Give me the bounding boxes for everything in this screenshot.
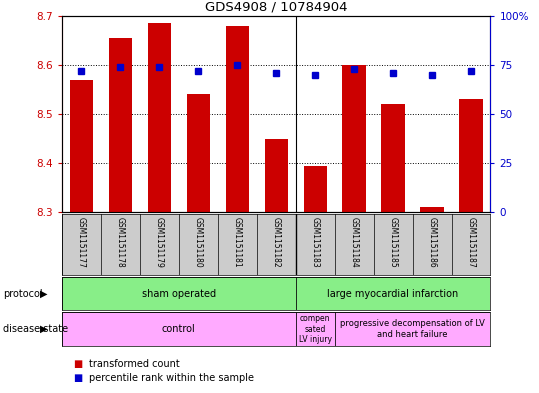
Text: ▶: ▶ xyxy=(40,289,48,299)
Bar xyxy=(62,277,296,310)
Text: GSM1151185: GSM1151185 xyxy=(389,217,398,268)
Bar xyxy=(296,277,490,310)
Bar xyxy=(459,99,483,212)
Bar xyxy=(296,312,335,346)
Text: large myocardial infarction: large myocardial infarction xyxy=(328,289,459,299)
Text: GSM1151183: GSM1151183 xyxy=(310,217,320,268)
Bar xyxy=(70,79,93,212)
Bar xyxy=(62,312,296,346)
Text: GSM1151187: GSM1151187 xyxy=(467,217,475,268)
Text: protocol: protocol xyxy=(3,289,43,299)
Text: GSM1151178: GSM1151178 xyxy=(116,217,125,268)
Text: GSM1151181: GSM1151181 xyxy=(233,217,242,268)
Text: GSM1151182: GSM1151182 xyxy=(272,217,281,268)
Bar xyxy=(335,312,490,346)
Text: sham operated: sham operated xyxy=(142,289,216,299)
Title: GDS4908 / 10784904: GDS4908 / 10784904 xyxy=(205,0,348,13)
Text: GSM1151180: GSM1151180 xyxy=(194,217,203,268)
Bar xyxy=(265,139,288,212)
Text: disease state: disease state xyxy=(3,324,68,334)
Text: GSM1151177: GSM1151177 xyxy=(77,217,86,268)
Bar xyxy=(342,65,366,212)
Text: progressive decompensation of LV
and heart failure: progressive decompensation of LV and hea… xyxy=(340,320,485,339)
Text: GSM1151184: GSM1151184 xyxy=(350,217,358,268)
Text: ▶: ▶ xyxy=(40,324,48,334)
Bar xyxy=(109,38,132,212)
Bar xyxy=(226,26,249,212)
Text: GSM1151186: GSM1151186 xyxy=(427,217,437,268)
Text: control: control xyxy=(162,324,196,334)
Text: transformed count: transformed count xyxy=(89,358,179,369)
Text: ■: ■ xyxy=(73,358,82,369)
Bar xyxy=(303,165,327,212)
Bar xyxy=(382,104,405,212)
Text: GSM1151179: GSM1151179 xyxy=(155,217,164,268)
Text: ■: ■ xyxy=(73,373,82,383)
Bar xyxy=(148,23,171,212)
Bar xyxy=(186,94,210,212)
Text: percentile rank within the sample: percentile rank within the sample xyxy=(89,373,254,383)
Text: compen
sated
LV injury: compen sated LV injury xyxy=(299,314,331,344)
Bar xyxy=(420,207,444,212)
